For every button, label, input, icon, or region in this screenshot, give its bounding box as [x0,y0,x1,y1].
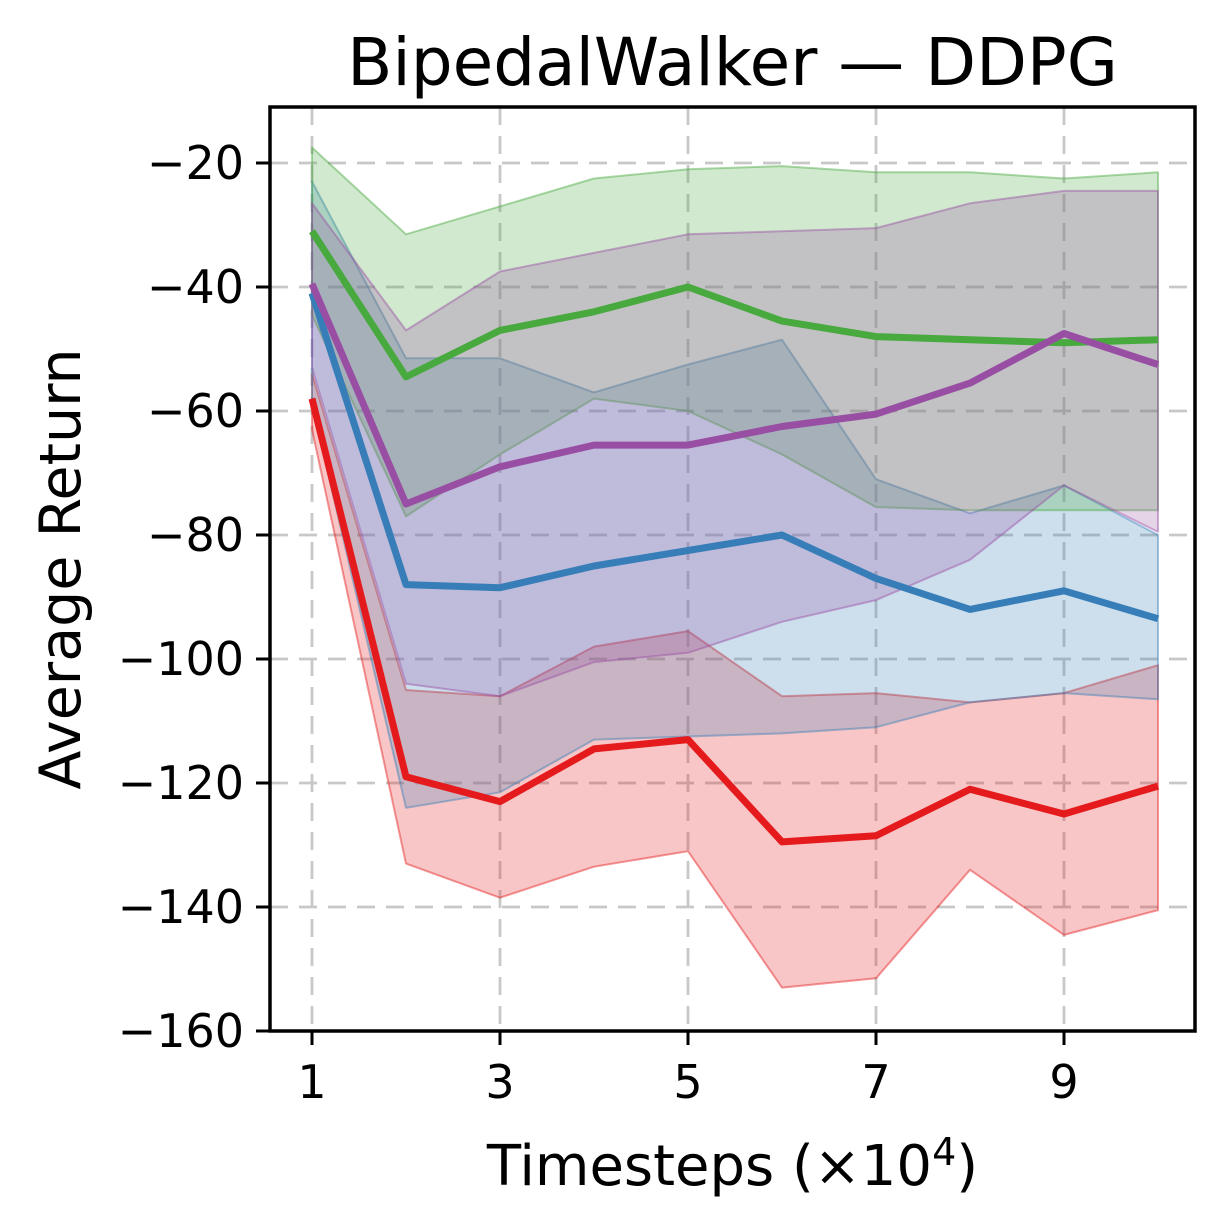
chart-title: BipedalWalker — DDPG [347,24,1118,101]
ticks [256,161,1066,1045]
tick-labels: −20 −40 −60 −80 −100 −120 −140 −160 1 3 5 7 9 [118,136,1079,1109]
x-tick-label: 9 [1049,1055,1078,1109]
band-blue [311,180,1159,809]
band-red [311,372,1159,989]
series-line-green [309,229,1159,381]
y-tick-label: −20 [147,136,244,190]
y-tick-label: −80 [147,508,244,562]
series-line-red [308,397,1159,846]
x-tick-label: 3 [485,1055,514,1109]
y-tick-label: −140 [118,880,244,934]
x-tick-label: 5 [673,1055,702,1109]
x-axis-label: Timesteps (×104) [486,1130,978,1199]
y-tick-label: −100 [118,632,244,686]
y-tick-label: −60 [147,384,244,438]
series-lines [308,229,1160,846]
series-line-purple [308,282,1160,508]
band-purple [311,189,1159,698]
x-tick-label: 1 [297,1055,326,1109]
band-green [311,146,1159,518]
plot-frame [268,105,1197,1033]
y-tick-label: −40 [147,260,244,314]
y-tick-label: −120 [118,756,244,810]
y-axis-label: Average Return [28,348,94,789]
y-tick-label: −160 [118,1004,244,1058]
x-tick-label: 7 [861,1055,890,1109]
series-line-blue [308,292,1159,623]
confidence-bands [311,146,1159,989]
